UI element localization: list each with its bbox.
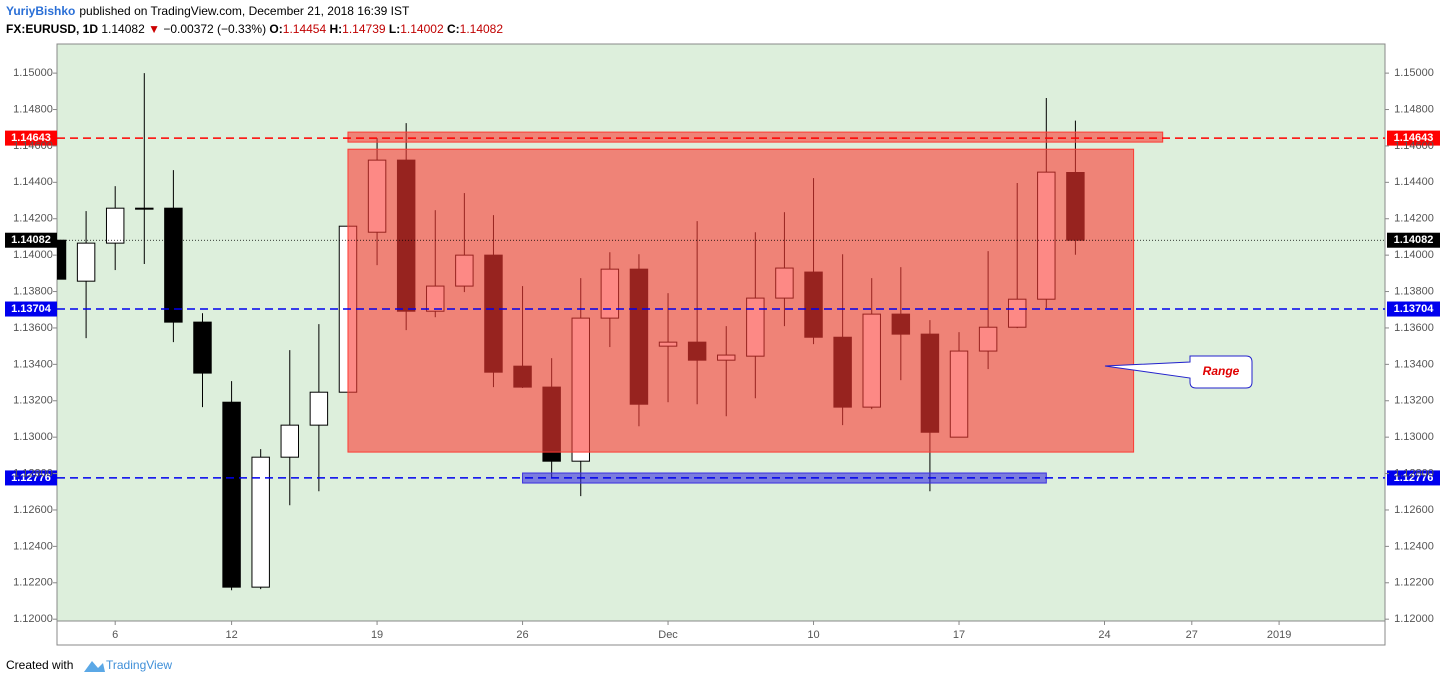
- plot: [57, 73, 1164, 591]
- callout: Range: [1104, 355, 1253, 389]
- candle-body: [164, 207, 183, 323]
- y-tick-label: 1.12200: [1394, 577, 1434, 589]
- y-tick-label: 1.13000: [13, 431, 53, 443]
- candle-body: [76, 242, 96, 282]
- price-label-box: [5, 232, 57, 248]
- y-tick-label: 1.12000: [13, 613, 53, 625]
- x-tick-label: 19: [371, 629, 383, 641]
- callout-text: Range: [1203, 364, 1240, 378]
- ohlc-label: O:: [269, 22, 282, 36]
- y-tick-label: 1.14800: [1394, 103, 1434, 115]
- price-label-box: [1387, 470, 1440, 486]
- change-arrow: ▼: [148, 22, 160, 36]
- candle-body: [309, 391, 329, 426]
- y-tick-label: 1.13600: [1394, 322, 1434, 334]
- candle-body: [193, 321, 212, 374]
- price-label-box: [1387, 301, 1440, 317]
- x-tick-label: 24: [1098, 629, 1110, 641]
- price-label-box: [5, 301, 57, 317]
- y-tick-label: 1.12800: [1394, 467, 1434, 479]
- logo: [84, 661, 105, 672]
- candle-body: [251, 456, 270, 588]
- y-tick-label: 1.13200: [13, 395, 53, 407]
- ohlc-label: L:: [389, 22, 400, 36]
- zone: [347, 131, 1164, 143]
- y-tick-label: 1.14400: [1394, 176, 1434, 188]
- price-label-box: [5, 470, 57, 486]
- author: YuriyBishko: [6, 4, 75, 18]
- price-label: 1.14082: [1394, 234, 1434, 246]
- price-label-box: [1387, 130, 1440, 146]
- ohlc-label: C:: [447, 22, 460, 36]
- y-tick-label: 1.12600: [1394, 504, 1434, 516]
- x-tick-label: 12: [225, 629, 237, 641]
- ohlc-label: H:: [330, 22, 343, 36]
- y-tick-label: 1.13400: [13, 358, 53, 370]
- axis-frame: [56, 620, 1386, 646]
- y-tick-label: 1.12800: [13, 467, 53, 479]
- legend-line: FX:EURUSD, 1D 1.14082 ▼ −0.00372 (−0.33%…: [6, 22, 503, 36]
- published: published on TradingView.com, December 2…: [79, 4, 410, 18]
- y-tick-label: 1.14600: [13, 140, 53, 152]
- y-tick-label: 1.14800: [13, 103, 53, 115]
- y-tick-label: 1.14000: [1394, 249, 1434, 261]
- x-tick-label: Dec: [658, 629, 678, 641]
- x-tick-label: 26: [516, 629, 528, 641]
- y-tick-label: 1.15000: [13, 67, 53, 79]
- y-tick-label: 1.13200: [1394, 395, 1434, 407]
- y-tick-label: 1.12200: [13, 577, 53, 589]
- price-label: 1.14082: [11, 234, 51, 246]
- change: −0.00372 (−0.33%): [163, 22, 266, 36]
- price-label: 1.14643: [11, 132, 51, 144]
- y-tick-label: 1.14200: [13, 213, 53, 225]
- x-tick-label: 2019: [1267, 629, 1291, 641]
- y-tick-label: 1.13600: [13, 322, 53, 334]
- symbol: FX:EURUSD, 1D: [6, 22, 98, 36]
- candle-body: [222, 401, 241, 588]
- price-label-box: [1387, 232, 1440, 248]
- overlay: 1.14643 1.14643 1.13704 1.13704 1.12776 1.127…: [5, 130, 1440, 486]
- zone: [347, 148, 1135, 453]
- y-tick-label: 1.12400: [1394, 540, 1434, 552]
- x-tick-label: 17: [953, 629, 965, 641]
- price-label: 1.13704: [1394, 303, 1435, 315]
- y-tick-label: 1.14400: [13, 176, 53, 188]
- y-tick-label: 1.14600: [1394, 140, 1434, 152]
- last-price: 1.14082: [101, 22, 145, 36]
- symbol-legend: FX:EURUSD, 1D 1.14082 ▼ −0.00372 (−0.33%…: [6, 22, 503, 36]
- y-tick-label: 1.13800: [13, 285, 53, 297]
- x-tick-label: 27: [1186, 629, 1198, 641]
- y-tick-label: 1.12600: [13, 504, 53, 516]
- price-label: 1.12776: [1394, 472, 1434, 484]
- candle-body: [280, 424, 300, 458]
- y-tick-label: 1.14200: [1394, 213, 1434, 225]
- ohlc-value: 1.14739: [342, 22, 386, 36]
- ohlc-value: 1.14454: [283, 22, 327, 36]
- candle-body: [135, 207, 154, 210]
- footer-brand: TradingView: [106, 658, 172, 672]
- y-tick-label: 1.13000: [1394, 431, 1434, 443]
- y-tick-label: 1.14000: [13, 249, 53, 261]
- y-tick-label: 1.13400: [1394, 358, 1434, 370]
- y-tick-label: 1.13800: [1394, 285, 1434, 297]
- x-tick-label: 6: [112, 629, 118, 641]
- price-label: 1.13704: [11, 303, 52, 315]
- candle-body: [105, 207, 125, 244]
- price-label-box: [5, 130, 57, 146]
- footer-prefix: Created with: [6, 658, 73, 672]
- y-tick-label: 1.12000: [1394, 613, 1434, 625]
- callout-box: [1104, 355, 1253, 389]
- price-label: 1.12776: [11, 472, 51, 484]
- x-tick-label: 10: [807, 629, 819, 641]
- ohlc-value: 1.14002: [400, 22, 444, 36]
- ohlc-value: 1.14082: [460, 22, 504, 36]
- price-label: 1.14643: [1394, 132, 1434, 144]
- y-tick-label: 1.15000: [1394, 67, 1434, 79]
- y-tick-label: 1.12400: [13, 540, 53, 552]
